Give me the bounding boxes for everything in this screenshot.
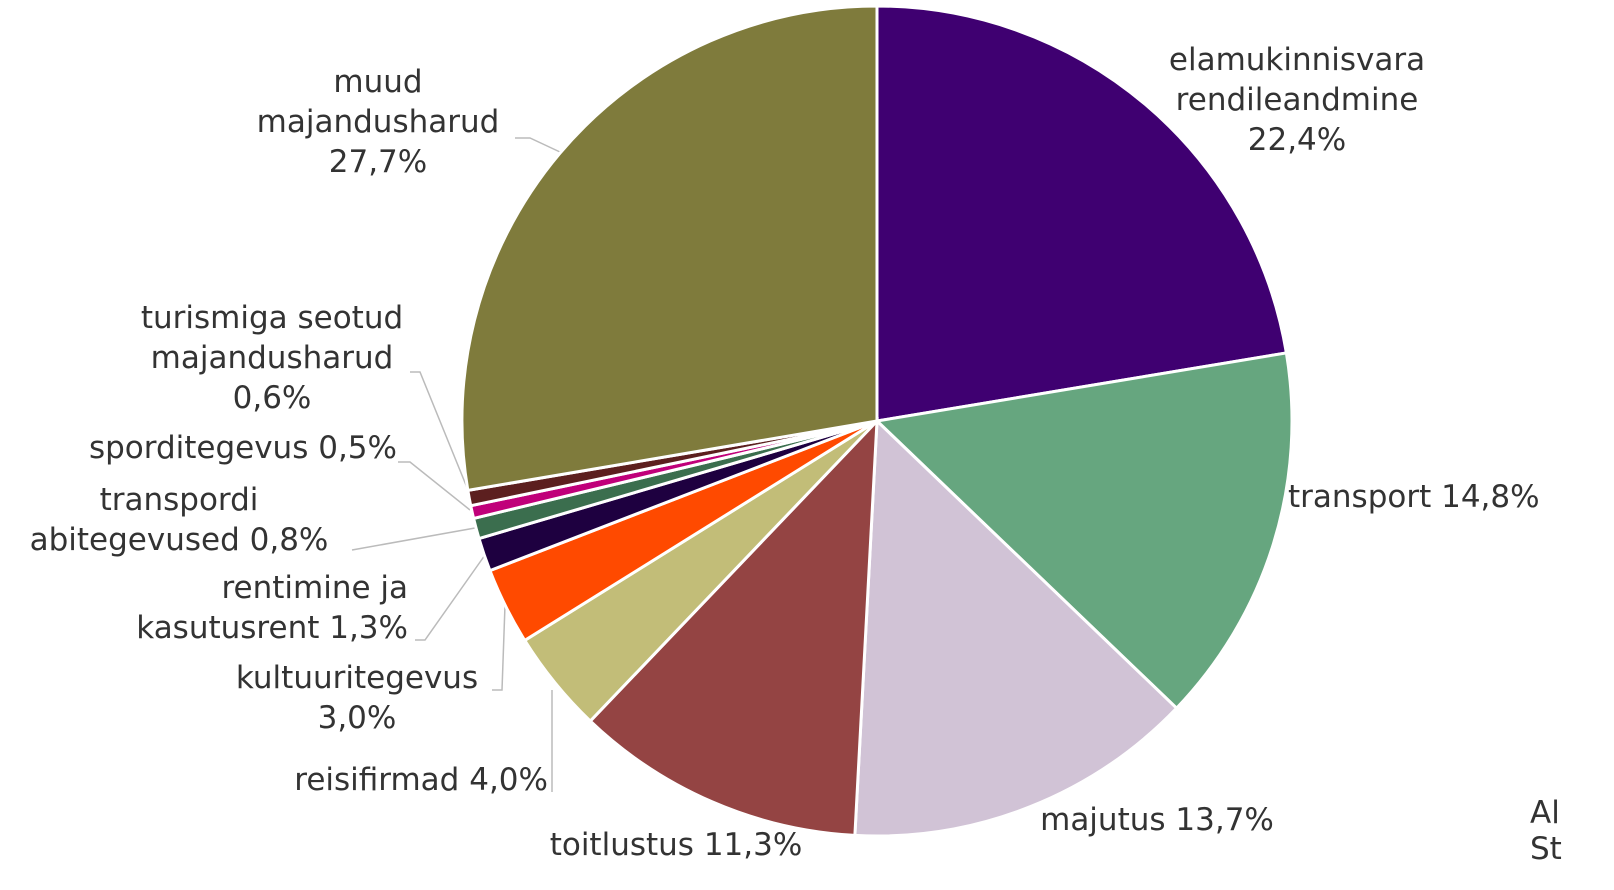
value-label: 4,0%	[469, 762, 548, 798]
category-label: kultuuritegevus	[235, 660, 479, 696]
value-label: 0,8%	[249, 522, 329, 558]
category-label: transport	[1288, 479, 1432, 515]
pie-slice	[853, 417, 1179, 838]
value-label: 0,5%	[318, 430, 397, 466]
value-label: 27,7%	[328, 144, 428, 180]
slice-label: majutus 13,7%	[1040, 800, 1274, 840]
slice-label: reisifirmad 4,0%	[294, 760, 548, 800]
value-label: 3,0%	[317, 700, 397, 736]
leader-line	[398, 461, 471, 511]
category-label: toitlustus	[549, 827, 694, 863]
category-label: turismiga seotud majandusharud	[140, 300, 404, 376]
pie-slice	[875, 4, 1289, 423]
category-label: majutus	[1040, 802, 1166, 838]
pie-slice	[588, 417, 879, 837]
category-label: transpordi abitegevused	[29, 482, 259, 558]
source-text: Al	[1530, 795, 1560, 831]
category-label: reisifirmad	[294, 762, 460, 798]
category-label: sporditegevus	[88, 430, 309, 466]
slice-label: transport 14,8%	[1288, 477, 1540, 517]
slice-label: sporditegevus 0,5%	[89, 428, 397, 468]
leader-line	[515, 137, 561, 153]
leader-line	[415, 554, 486, 641]
value-label: 13,7%	[1175, 802, 1274, 838]
source-text: St	[1530, 831, 1562, 867]
leader-lines	[351, 137, 561, 792]
slice-label: muud majandusharud 27,7%	[257, 62, 500, 182]
value-label: 0,6%	[232, 380, 312, 416]
slice-label: toitlustus 11,3%	[550, 825, 803, 865]
slice-label: rentimine ja kasutusrent 1,3%	[136, 568, 408, 648]
slice-label: elamukinnisvara rendileandmine 22,4%	[1169, 40, 1425, 160]
pie-slice	[873, 351, 1294, 711]
value-label: 22,4%	[1247, 122, 1347, 158]
slice-label: kultuuritegevus 3,0%	[236, 658, 478, 738]
slice-label: transpordi abitegevused 0,8%	[30, 480, 329, 560]
value-label: 14,8%	[1441, 479, 1540, 515]
category-label: elamukinnisvara rendileandmine	[1168, 42, 1426, 118]
leader-line	[351, 527, 476, 551]
slice-label: turismiga seotud majandusharud 0,6%	[141, 298, 403, 418]
pie-slice	[460, 4, 879, 493]
leader-line	[410, 371, 469, 491]
value-label: 1,3%	[329, 610, 408, 646]
category-label: rentimine ja kasutusrent	[136, 570, 408, 646]
category-label: muud majandusharud	[256, 64, 500, 140]
value-label: 11,3%	[703, 827, 803, 863]
leader-line	[492, 604, 506, 691]
